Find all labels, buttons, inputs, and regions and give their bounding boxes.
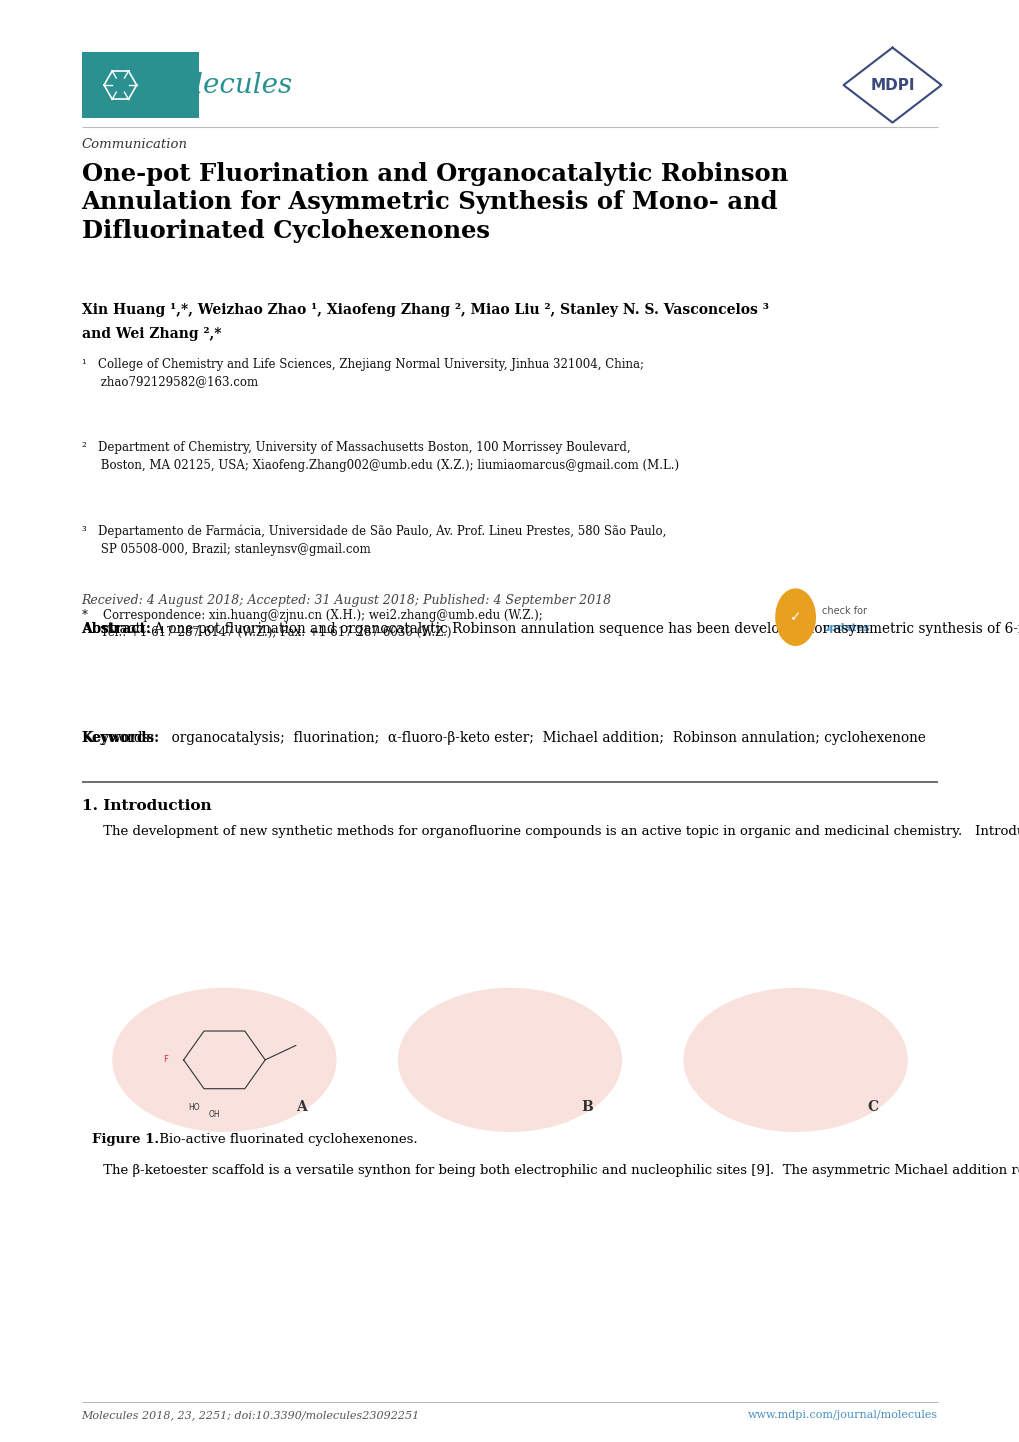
Text: check for: check for (821, 606, 866, 616)
Text: updates: updates (821, 623, 869, 633)
Text: A: A (296, 1100, 307, 1115)
Text: Xin Huang ¹,*, Weizhao Zhao ¹, Xiaofeng Zhang ², Miao Liu ², Stanley N. S. Vasco: Xin Huang ¹,*, Weizhao Zhao ¹, Xiaofeng … (82, 303, 767, 317)
Text: The β-ketoester scaffold is a versatile synthon for being both electrophilic and: The β-ketoester scaffold is a versatile … (82, 1164, 1019, 1177)
Text: Keywords:: Keywords: (82, 731, 160, 746)
Text: ¹   College of Chemistry and Life Sciences, Zhejiang Normal University, Jinhua 3: ¹ College of Chemistry and Life Sciences… (82, 358, 643, 388)
Text: Molecules 2018, 23, 2251; doi:10.3390/molecules23092251: Molecules 2018, 23, 2251; doi:10.3390/mo… (82, 1410, 420, 1420)
Text: ✓: ✓ (789, 610, 801, 624)
Ellipse shape (112, 988, 336, 1132)
Text: One-pot Fluorination and Organocatalytic Robinson
Annulation for Asymmetric Synt: One-pot Fluorination and Organocatalytic… (82, 162, 787, 244)
Text: MDPI: MDPI (869, 78, 914, 92)
Text: Abstract:  A one-pot fluorination and organocatalytic Robinson annulation sequen: Abstract: A one-pot fluorination and org… (82, 622, 1019, 636)
Text: www.mdpi.com/journal/molecules: www.mdpi.com/journal/molecules (748, 1410, 937, 1420)
Text: B: B (581, 1100, 593, 1115)
Text: 1. Introduction: 1. Introduction (82, 799, 211, 813)
Text: C: C (866, 1100, 877, 1115)
Text: The development of new synthetic methods for organofluorine compounds is an acti: The development of new synthetic methods… (82, 825, 1019, 838)
Text: Figure 1.: Figure 1. (92, 1133, 159, 1146)
Text: *    Correspondence: xin.huang@zjnu.cn (X.H.); wei2.zhang@umb.edu (W.Z.);
     T: * Correspondence: xin.huang@zjnu.cn (X.H… (82, 609, 542, 639)
Text: and Wei Zhang ²,*: and Wei Zhang ²,* (82, 327, 221, 342)
Text: molecules: molecules (151, 72, 291, 98)
Circle shape (774, 588, 815, 646)
Text: Received: 4 August 2018; Accepted: 31 August 2018; Published: 4 September 2018: Received: 4 August 2018; Accepted: 31 Au… (82, 594, 611, 607)
Text: ³   Departamento de Farmácia, Universidade de São Paulo, Av. Prof. Lineu Prestes: ³ Departamento de Farmácia, Universidade… (82, 525, 665, 555)
Ellipse shape (397, 988, 622, 1132)
Text: F: F (163, 1056, 168, 1064)
Text: Abstract:: Abstract: (82, 622, 152, 636)
Text: Bio-active fluorinated cyclohexenones.: Bio-active fluorinated cyclohexenones. (155, 1133, 417, 1146)
Text: HO: HO (187, 1103, 200, 1112)
Ellipse shape (683, 988, 907, 1132)
Text: Communication: Communication (82, 138, 187, 151)
Bar (82, 52, 199, 118)
Text: OH: OH (208, 1110, 220, 1119)
Text: Keywords:    organocatalysis;  fluorination;  α-fluoro-β-keto ester;  Michael ad: Keywords: organocatalysis; fluorination;… (82, 731, 924, 746)
Text: ²   Department of Chemistry, University of Massachusetts Boston, 100 Morrissey B: ² Department of Chemistry, University of… (82, 441, 678, 472)
